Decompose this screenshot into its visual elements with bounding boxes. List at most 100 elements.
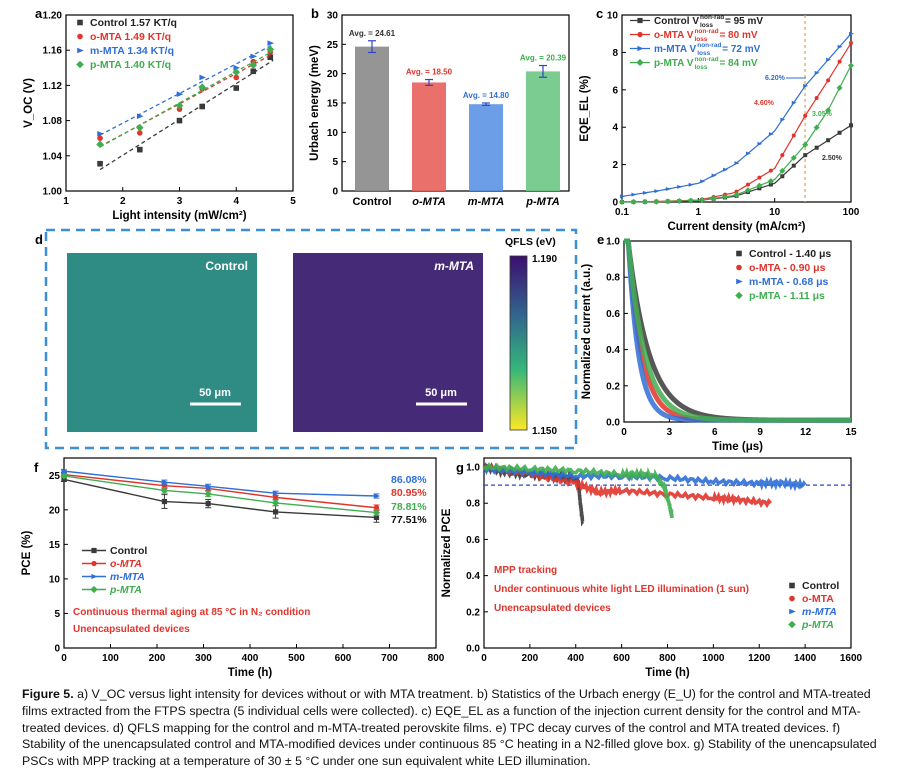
- panel-c-point-3: [687, 197, 694, 204]
- panel-f-point-2: [272, 490, 280, 496]
- panel-c-point-3: [630, 198, 637, 205]
- point-a-0: [97, 160, 103, 167]
- qfls-colorbar-min: 1.150: [532, 426, 557, 437]
- panel-f-point-2: [61, 468, 68, 474]
- panel-c-x-axis-label: Current density (mA/cm²): [667, 221, 805, 233]
- panel-c-x-tick-label: 10: [769, 207, 781, 218]
- panel-letter-e: e: [597, 232, 604, 247]
- panel-g-y-tick-label: 1.0: [466, 463, 480, 474]
- point-a-0: [199, 103, 205, 110]
- panel-letter-g: g: [456, 460, 464, 475]
- panel-a-x-axis-label: Light intensity (mW/cm²): [112, 210, 246, 222]
- qfls-map-m-mta: [293, 253, 483, 432]
- panel-c-point-1: [757, 175, 762, 180]
- point-a-3: [135, 123, 144, 132]
- legend-value-c-2: = 72 mV: [722, 44, 760, 55]
- legend-marker-e-2: [736, 278, 743, 285]
- panel-c-point-0: [803, 153, 808, 158]
- bar-category-2: m-MTA: [468, 196, 505, 208]
- panel-c-point-3: [699, 196, 706, 203]
- legend-marker-a-2: [77, 47, 84, 54]
- point-a-2: [233, 65, 241, 71]
- panel-c-point-0: [780, 174, 785, 179]
- legend-label-e-3: p-MTA - 1.11 μs: [749, 290, 825, 302]
- bar-3: [526, 71, 560, 191]
- panel-c-y-tick-label: 8: [612, 48, 618, 59]
- legend-label-a-0: Control 1.57 KT/q: [90, 17, 177, 29]
- legend-value-c-3: = 84 mV: [719, 58, 757, 69]
- panel-c-point-3: [779, 167, 786, 174]
- panel-c-point-3: [825, 107, 832, 114]
- panel-g-y-tick-label: 0.8: [466, 499, 480, 510]
- panel-f-x-tick-label: 200: [149, 653, 166, 664]
- panel-a-x-tick-label: 4: [233, 196, 239, 207]
- bar-2: [469, 104, 503, 191]
- panel-c-point-2: [631, 192, 637, 197]
- bar-data-label-1: Avg. = 18.50: [406, 68, 453, 77]
- panel-f-x-tick-label: 400: [242, 653, 259, 664]
- panel-c-point-1: [814, 96, 819, 101]
- panel-f-line-1: [63, 473, 377, 509]
- panel-c-point-1: [780, 153, 785, 158]
- qfls-colorbar-max: 1.190: [532, 254, 557, 265]
- fit-line-2: [99, 43, 274, 136]
- panel-c-y-tick-label: 0: [612, 198, 618, 209]
- panel-c-point-0: [826, 138, 831, 143]
- panel-f-point-2: [205, 483, 212, 489]
- panel-c-point-2: [620, 194, 625, 199]
- panel-a-y-tick-label: 1.00: [43, 187, 63, 198]
- legend-label-g-3: p-MTA: [801, 619, 834, 631]
- panel-e-x-tick-label: 9: [757, 427, 763, 438]
- panel-e: e 0 3 6 9 12 15 0.0 0.2 0.4 0.6 0.8 1.0 Time (μs) Norm…: [581, 232, 857, 453]
- panel-f-x-tick-label: 0: [61, 653, 67, 664]
- scale-bar-label-control: 50 μm: [199, 387, 231, 399]
- panel-f-point-3: [204, 490, 212, 498]
- panel-f-retention-label-1: 80.95%: [391, 487, 427, 499]
- panel-c-y-tick-label: 2: [612, 160, 618, 171]
- panel-f-y-tick-label: 10: [49, 574, 61, 585]
- panel-g-x-tick-label: 600: [613, 653, 630, 664]
- panel-g-x-tick-label: 1400: [794, 653, 817, 664]
- point-a-2: [136, 113, 144, 119]
- legend-label-f-1: o-MTA: [110, 558, 142, 570]
- fit-line-3: [99, 50, 274, 148]
- panel-c-point-3: [767, 178, 774, 185]
- panel-c-point-2: [734, 161, 740, 166]
- fit-line-0: [99, 59, 274, 171]
- panel-b-y-tick-label: 5: [332, 157, 338, 168]
- panel-a-y-tick-label: 1.04: [43, 151, 63, 162]
- panel-c-x-tick-label: 1: [696, 207, 702, 218]
- qfls-colorbar: [509, 255, 528, 431]
- fit-line-1: [99, 53, 274, 147]
- panel-g-annotation-1: Under continuous white light LED illumin…: [494, 584, 749, 595]
- panel-a-y-axis-label: V_OC (V): [23, 78, 35, 128]
- legend-marker-c-3: [636, 58, 644, 67]
- panel-a-x-tick-label: 2: [120, 196, 126, 207]
- legend-superscript-c-1: non-rad: [694, 28, 718, 35]
- panel-e-y-tick-label: 0.8: [606, 273, 620, 284]
- panel-e-y-tick-label: 1.0: [606, 237, 620, 248]
- panel-c-point-2: [803, 83, 809, 88]
- legend-label-e-0: Control - 1.40 μs: [749, 248, 831, 260]
- panel-letter-c: c: [596, 6, 603, 21]
- panel-c-annotation-2: 3.05%: [812, 111, 833, 118]
- legend-subscript-c-2: loss: [697, 50, 710, 57]
- panel-c-annotation-3: 2.50%: [822, 155, 843, 162]
- legend-label-f-2: m-MTA: [110, 571, 145, 583]
- panel-f-y-tick-label: 20: [49, 505, 61, 516]
- panel-g-y-tick-label: 0.4: [466, 571, 480, 582]
- panel-c-point-1: [745, 182, 750, 187]
- panel-c-point-3: [664, 198, 671, 205]
- point-a-0: [267, 54, 274, 61]
- bar-data-label-0: Avg. = 24.61: [349, 29, 396, 38]
- panel-d: d Control m-MTA 50 μm 50 μm QFLS (eV) 1.…: [35, 228, 578, 450]
- panel-c-x-tick-label: 0.1: [615, 207, 629, 218]
- panel-c-point-2: [757, 141, 763, 146]
- panel-e-x-axis-label: Time (μs): [712, 441, 763, 453]
- panel-g-y-tick-label: 0.2: [466, 607, 480, 618]
- panel-c-point-2: [826, 57, 832, 62]
- panel-g-y-tick-label: 0.0: [466, 644, 480, 655]
- qfls-map-control: [67, 253, 257, 432]
- point-a-0: [233, 85, 240, 91]
- point-a-2: [97, 131, 104, 137]
